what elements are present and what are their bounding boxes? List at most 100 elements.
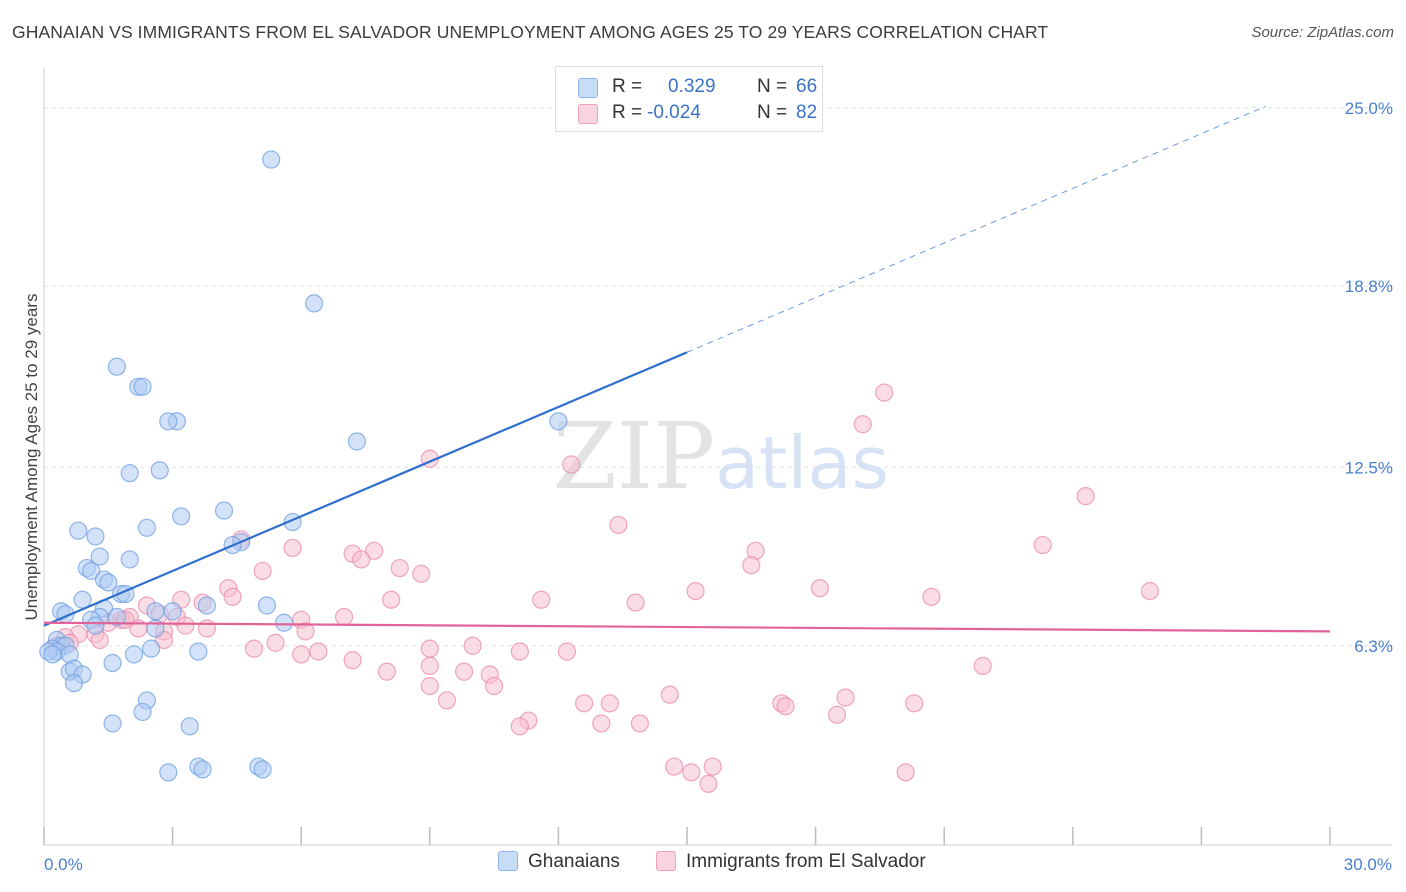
pink-point bbox=[600, 694, 619, 713]
axes bbox=[43, 68, 1392, 846]
blue-point bbox=[86, 527, 105, 546]
pink-point bbox=[176, 616, 195, 635]
pink-point bbox=[973, 656, 992, 675]
pink-point bbox=[609, 515, 628, 535]
blue-point bbox=[159, 412, 178, 431]
pink-point bbox=[532, 590, 551, 609]
pink-point bbox=[922, 587, 941, 606]
pink-point bbox=[575, 694, 594, 713]
pink-point bbox=[1033, 535, 1052, 555]
blue-point bbox=[146, 602, 165, 621]
blue-point bbox=[163, 602, 182, 621]
blue-point bbox=[90, 547, 109, 566]
legend-r-label: R = bbox=[612, 102, 643, 123]
pink-point bbox=[292, 645, 311, 664]
blue-point bbox=[197, 596, 216, 615]
blue-point bbox=[193, 760, 212, 779]
pink-point bbox=[592, 714, 611, 733]
pink-point bbox=[686, 581, 705, 601]
pink-point bbox=[420, 639, 439, 658]
blue-point bbox=[99, 573, 118, 592]
pink-point bbox=[334, 607, 354, 627]
blue-point bbox=[180, 717, 199, 736]
legend-n-label: N = bbox=[757, 76, 788, 97]
blue-point bbox=[124, 645, 144, 664]
blue-point bbox=[43, 645, 62, 664]
series-legend-pink: Immigrants from El Salvador bbox=[656, 851, 926, 873]
pink-point bbox=[485, 676, 504, 696]
blue-point bbox=[304, 294, 324, 313]
pink-point bbox=[420, 656, 439, 675]
pink-point bbox=[703, 757, 722, 776]
pink-point bbox=[1076, 487, 1095, 506]
blue-point bbox=[120, 464, 139, 483]
blue-point bbox=[172, 507, 191, 526]
pink-point bbox=[390, 558, 409, 578]
pink-point bbox=[352, 550, 371, 569]
pink-point bbox=[875, 383, 894, 402]
pink-point bbox=[296, 622, 315, 641]
pink-point bbox=[836, 688, 855, 707]
pink-point bbox=[699, 774, 718, 793]
pink-point bbox=[244, 639, 264, 658]
legend-n-value-pink: 82 bbox=[796, 102, 818, 123]
pink-point bbox=[682, 763, 701, 782]
blue-point bbox=[64, 674, 84, 693]
blue-point bbox=[133, 702, 152, 722]
y-tick-label: 18.8% bbox=[1345, 277, 1393, 296]
blue-point bbox=[159, 763, 178, 782]
gridlines bbox=[44, 107, 1392, 647]
pink-point bbox=[810, 579, 829, 598]
blue-point bbox=[120, 550, 139, 569]
pink-point bbox=[412, 564, 431, 583]
pink-point bbox=[266, 633, 285, 652]
pink-point bbox=[283, 538, 302, 558]
watermark-zip: ZIP bbox=[553, 403, 715, 510]
blue-point bbox=[86, 616, 105, 635]
stats-legend: R = 0.329 N = 66 R = -0.024 N = 82 bbox=[555, 66, 823, 132]
blue-point bbox=[253, 760, 272, 779]
pink-point bbox=[197, 619, 216, 638]
pink-point bbox=[562, 455, 581, 474]
legend-n-value-blue: 66 bbox=[796, 76, 818, 97]
blue-trend-extension bbox=[686, 105, 1266, 353]
pink-point bbox=[510, 717, 529, 736]
pink-point bbox=[665, 757, 684, 776]
blue-point bbox=[103, 714, 122, 733]
blue-point bbox=[69, 521, 88, 540]
y-tick-label: 6.3% bbox=[1354, 637, 1393, 656]
pink-point bbox=[853, 415, 872, 434]
chart-title: GHANAIAN VS IMMIGRANTS FROM EL SALVADOR … bbox=[12, 22, 1049, 42]
series-swatch-pink bbox=[656, 851, 676, 871]
series-label-pink: Immigrants from El Salvador bbox=[686, 851, 926, 872]
x-tick-min: 0.0% bbox=[44, 855, 83, 874]
pink-point bbox=[437, 691, 457, 710]
pink-point bbox=[827, 705, 847, 724]
pink-point bbox=[896, 763, 915, 782]
blue-point bbox=[142, 639, 161, 658]
watermark-atlas: atlas bbox=[715, 421, 889, 505]
blue-point bbox=[347, 432, 367, 451]
pink-point bbox=[557, 642, 577, 661]
pink-point bbox=[660, 685, 679, 704]
blue-point bbox=[214, 501, 234, 520]
blue-point bbox=[133, 377, 152, 396]
pink-trend-line bbox=[43, 621, 1331, 633]
blue-point bbox=[262, 150, 281, 169]
source-credit: Source: ZipAtlas.com bbox=[1251, 24, 1394, 41]
pink-point bbox=[223, 587, 242, 606]
pink-point bbox=[309, 642, 328, 661]
legend-r-value-pink: -0.024 bbox=[647, 102, 701, 123]
trend-lines bbox=[43, 105, 1331, 633]
blue-point bbox=[82, 561, 101, 581]
pink-point bbox=[1140, 581, 1160, 601]
watermark: ZIP atlas bbox=[553, 403, 889, 510]
blue-point bbox=[257, 596, 277, 615]
legend-r-label: R = bbox=[612, 76, 643, 97]
pink-point bbox=[626, 593, 645, 612]
blue-point bbox=[137, 518, 156, 537]
pink-point bbox=[253, 561, 272, 581]
series-legend-blue: Ghanaians bbox=[498, 851, 620, 873]
pink-point bbox=[776, 697, 795, 716]
